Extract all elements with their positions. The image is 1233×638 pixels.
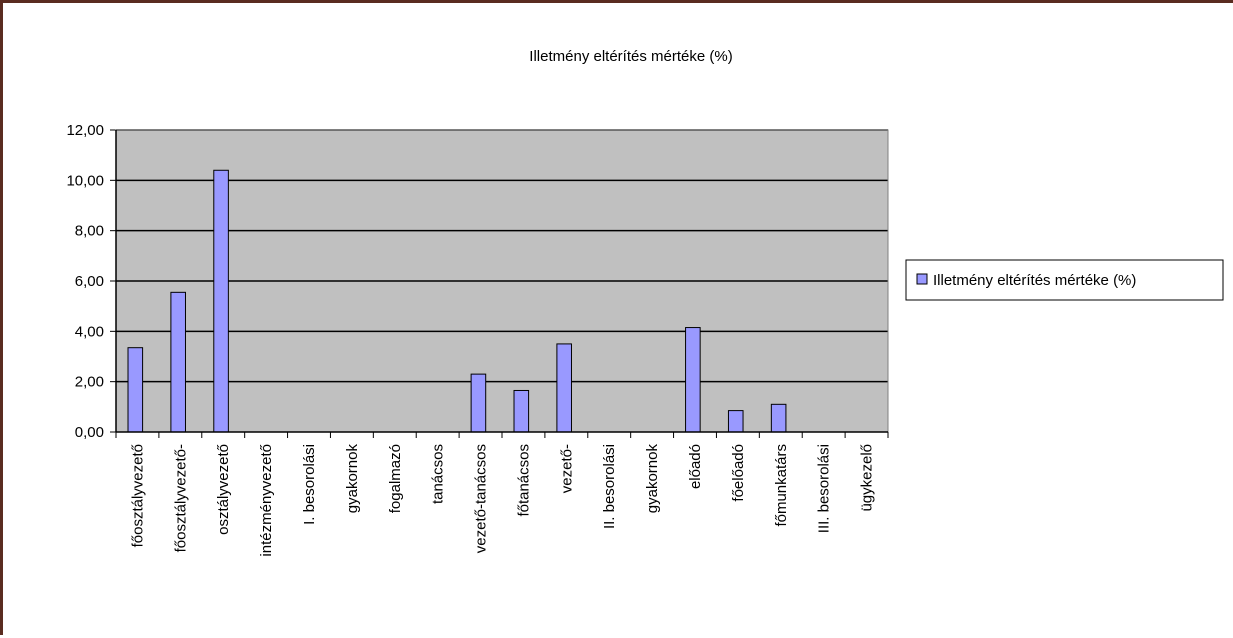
x-category-label: osztályvezető	[215, 444, 232, 535]
x-category-label: ügykezelő	[859, 444, 876, 512]
x-category-label: főosztályvezető-	[172, 444, 189, 552]
x-category-label: főosztályvezető	[129, 444, 146, 547]
legend-swatch	[916, 273, 928, 285]
x-category-label: tanácsos	[430, 444, 447, 504]
x-category-label: I. besorolási	[301, 444, 318, 525]
bar	[513, 389, 530, 433]
legend: Illetmény eltérítés mértéke (%)	[905, 259, 1224, 301]
bar	[170, 291, 186, 433]
x-category-label: vezető-tanácsos	[473, 444, 490, 553]
bar	[470, 373, 487, 433]
x-category-label: gyakornok	[344, 444, 361, 514]
x-category-label: főtanácsos	[515, 444, 532, 517]
x-category-label: főmunkatárs	[773, 444, 790, 527]
y-tick-label: 10,00	[66, 172, 104, 189]
bar	[213, 169, 229, 433]
x-category-label: III. besorolási	[816, 444, 833, 533]
bar-chart: Illetmény eltérítés mértéke (%) 0,00 2,00…	[66, 48, 1224, 557]
axes	[110, 129, 889, 438]
bar	[127, 347, 144, 433]
y-tick-label: 2,00	[75, 374, 104, 391]
x-axis-category-labels: főosztályvezető főosztályvezető-osztályve…	[129, 444, 875, 557]
legend-box	[905, 259, 1224, 301]
x-category-label: főelőadó	[730, 444, 747, 502]
bar	[685, 327, 701, 433]
legend-label: Illetmény eltérítés mértéke (%)	[933, 272, 1136, 289]
y-tick-label: 12,00	[66, 122, 104, 139]
x-category-label: gyakornok	[644, 444, 661, 514]
y-tick-label: 6,00	[75, 273, 104, 290]
x-category-label: fogalmazó	[387, 444, 404, 513]
bar	[556, 343, 572, 433]
y-tick-label: 4,00	[75, 323, 104, 340]
bar	[770, 403, 787, 433]
x-category-label: előadó	[687, 444, 704, 489]
y-tick-label: 0,00	[75, 424, 104, 441]
chart-title: Illetmény eltérítés mértéke (%)	[529, 48, 732, 65]
x-category-label: intézményvezető	[258, 444, 275, 557]
bars	[127, 169, 787, 433]
y-tick-label: 8,00	[75, 223, 104, 240]
x-category-label: vezető-	[558, 444, 575, 493]
y-axis-tick-labels: 0,00 2,00 4,00 6,00 8,00 10,00 12,00	[66, 122, 104, 441]
x-category-label: II. besorolási	[601, 444, 618, 529]
bar	[727, 410, 744, 433]
